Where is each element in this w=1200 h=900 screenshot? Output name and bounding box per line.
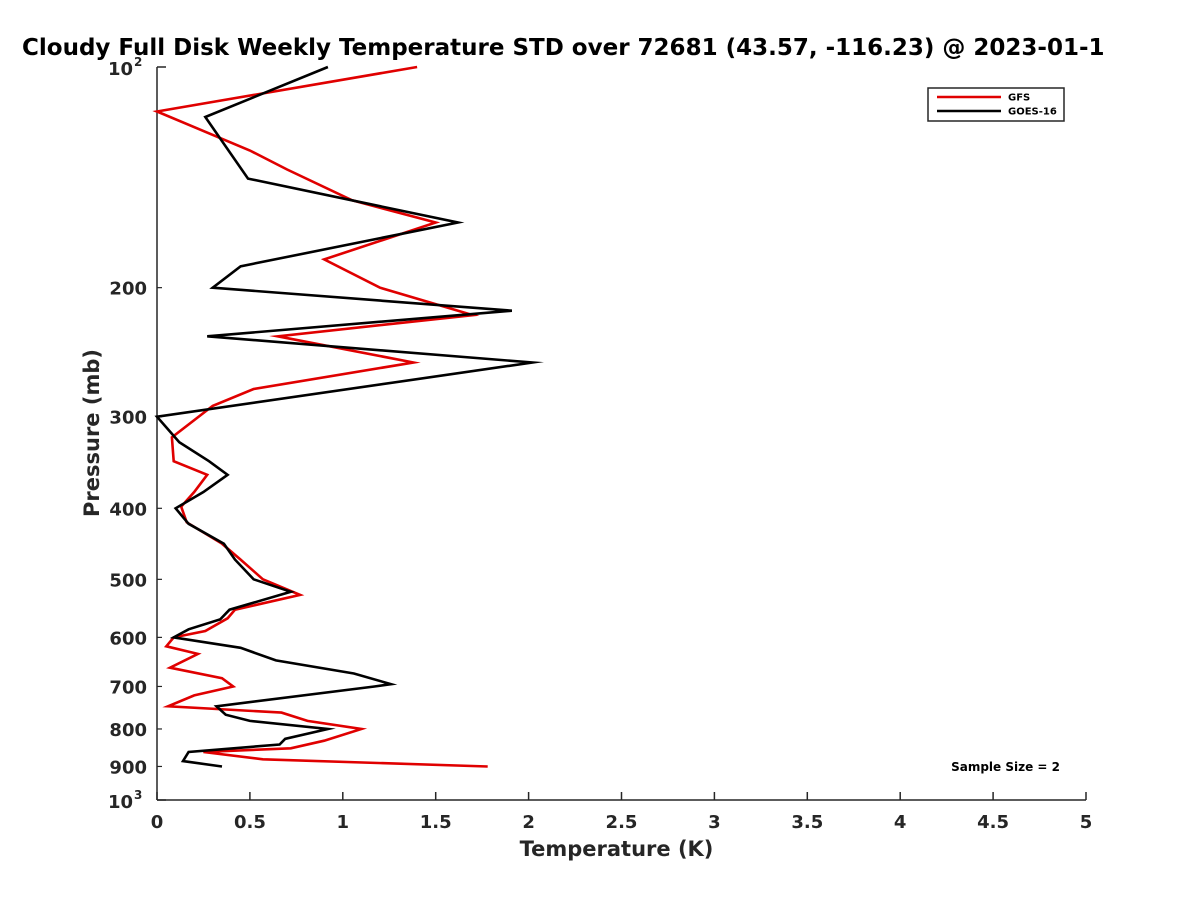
series-line-goes-16 xyxy=(154,65,544,768)
y-tick-label: 700 xyxy=(109,677,147,698)
x-tick-label: 1 xyxy=(337,812,350,833)
x-tick-label: 4.5 xyxy=(977,812,1009,833)
y-tick-label: 400 xyxy=(109,499,147,520)
y-decade-label-top: 10 xyxy=(108,59,133,80)
x-tick-label: 0 xyxy=(151,812,164,833)
x-tick-label: 3 xyxy=(708,812,721,833)
chart-title: Cloudy Full Disk Weekly Temperature STD … xyxy=(22,35,1105,61)
legend-label: GOES-16 xyxy=(1008,107,1057,118)
x-ticks: 0 0.5 1 1.5 2 2.5 3 3.5 4 4.5 5 xyxy=(151,792,1093,833)
y-tick-label: 800 xyxy=(109,720,147,741)
y-decade-label-bottom-exponent: 3 xyxy=(134,788,142,802)
x-tick-label: 1.5 xyxy=(420,812,452,833)
legend: GFS GOES-16 xyxy=(927,87,1065,122)
series-lines xyxy=(152,65,544,768)
series-line-gfs xyxy=(152,65,488,768)
x-tick-label: 3.5 xyxy=(791,812,823,833)
y-axis-label: Pressure (mb) xyxy=(80,349,104,517)
y-decade-label-bottom: 10 xyxy=(108,792,133,813)
x-tick-label: 5 xyxy=(1080,812,1093,833)
y-tick-label: 300 xyxy=(109,408,147,429)
x-tick-label: 2.5 xyxy=(606,812,638,833)
plot-area: 0 0.5 1 1.5 2 2.5 3 3.5 4 4.5 5 200 300 400 500 600 700… xyxy=(108,55,1092,833)
y-tick-label: 200 xyxy=(109,279,147,300)
x-tick-label: 4 xyxy=(894,812,907,833)
x-tick-label: 0.5 xyxy=(234,812,266,833)
y-tick-label: 600 xyxy=(109,628,147,649)
sample-size-annotation: Sample Size = 2 xyxy=(951,760,1060,774)
x-axis-label: Temperature (K) xyxy=(520,837,714,861)
legend-box xyxy=(927,87,1065,122)
legend-label: GFS xyxy=(1008,93,1030,104)
x-tick-label: 2 xyxy=(522,812,535,833)
y-tick-label: 500 xyxy=(109,570,147,591)
y-tick-label: 900 xyxy=(109,757,147,778)
y-decade-label-top-exponent: 2 xyxy=(134,55,142,69)
